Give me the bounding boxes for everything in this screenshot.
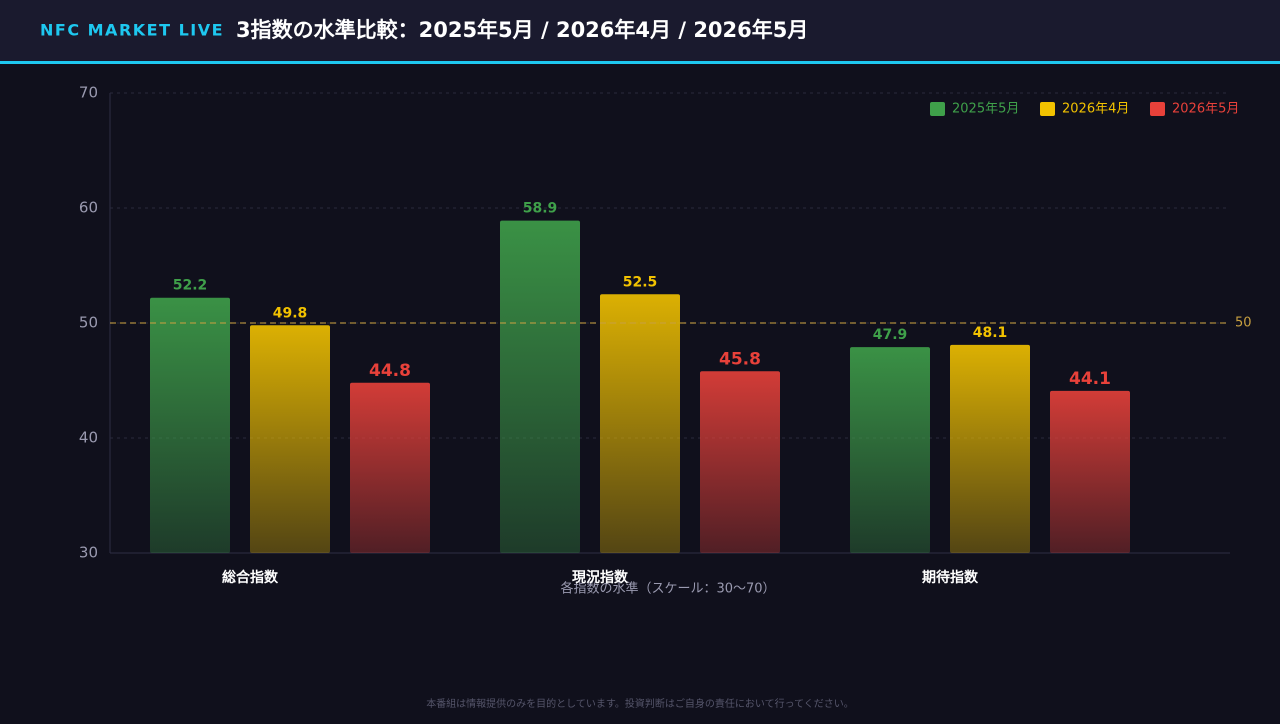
bar xyxy=(500,220,580,553)
bar xyxy=(150,297,230,553)
legend-label: 2025年5月 xyxy=(952,102,1019,117)
y-tick-label: 30 xyxy=(79,544,98,562)
disclaimer: 本番組は情報提供のみを目的としています。投資判断はご自身の責任において行ってくだ… xyxy=(426,697,854,710)
bar xyxy=(600,294,680,553)
bar xyxy=(1050,390,1130,553)
value-label: 48.1 xyxy=(973,325,1008,341)
x-tick-label: 総合指数 xyxy=(222,569,279,586)
header-bar xyxy=(0,0,1280,62)
y-tick-label: 50 xyxy=(79,314,98,332)
x-tick-label: 期待指数 xyxy=(922,569,979,586)
bar xyxy=(950,344,1030,553)
reference-label: 50 xyxy=(1235,316,1252,331)
legend-swatch xyxy=(930,102,945,116)
value-label: 58.9 xyxy=(523,201,558,217)
brand: NFC MARKET LIVE xyxy=(40,21,224,40)
bar xyxy=(850,347,930,553)
header-rule xyxy=(0,61,1280,64)
value-label: 49.8 xyxy=(273,305,308,321)
legend-swatch xyxy=(1150,102,1165,116)
bar xyxy=(250,325,330,553)
value-label: 47.9 xyxy=(873,327,908,343)
y-tick-label: 60 xyxy=(79,199,98,217)
x-axis-label: 各指数の水準（スケール：30〜70） xyxy=(560,581,775,597)
legend-swatch xyxy=(1040,102,1055,116)
y-tick-label: 40 xyxy=(79,429,98,447)
value-label: 45.8 xyxy=(719,349,761,369)
value-label: 44.8 xyxy=(369,361,411,381)
y-tick-label: 70 xyxy=(79,84,98,102)
legend-label: 2026年4月 xyxy=(1062,102,1129,117)
bar xyxy=(700,371,780,553)
plot: 30 40 50 60 70 52.2 58.9 47.9 2025年5月 49.8 52.5 48.… xyxy=(79,84,1252,587)
value-label: 52.5 xyxy=(623,274,658,290)
value-label: 44.1 xyxy=(1069,369,1111,389)
x-tick-label: 現況指数 xyxy=(572,569,629,586)
bar xyxy=(350,382,430,553)
legend-label: 2026年5月 xyxy=(1172,102,1239,117)
value-label: 52.2 xyxy=(173,278,208,294)
chart-title: 3指数の水準比較：2025年5月 / 2026年4月 / 2026年5月 xyxy=(236,18,808,42)
